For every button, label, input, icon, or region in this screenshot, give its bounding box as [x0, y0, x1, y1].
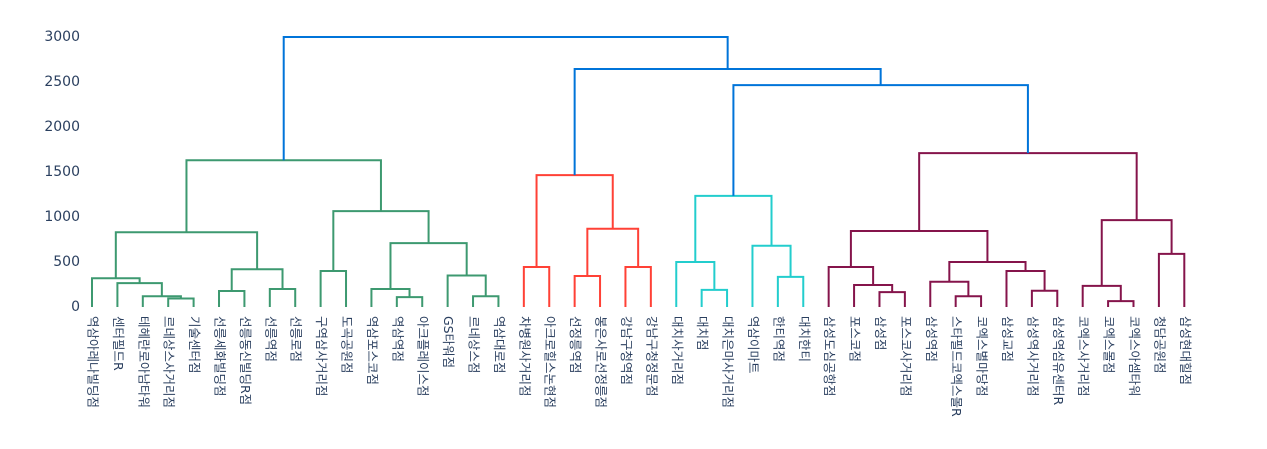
x-tick-label: 대치은마사거리점	[721, 316, 736, 408]
x-tick-label: 르네상스사거리점	[162, 316, 177, 408]
link	[827, 265, 875, 307]
x-tick-label: 테헤란로아남타워	[136, 316, 151, 408]
x-tick-label: 선정릉역점	[568, 316, 583, 374]
link	[319, 270, 348, 307]
x-tick-label: 삼성점	[873, 316, 888, 351]
link	[1030, 289, 1059, 307]
x-tick-label: 삼성역점	[924, 316, 939, 362]
link	[116, 282, 163, 307]
link	[694, 194, 773, 262]
x-tick-label: 강남구청정문점	[644, 316, 659, 397]
x-tick-label: 코엑스아셈타워	[1127, 316, 1142, 397]
x-tick-label: 강남구청역점	[619, 316, 634, 385]
x-tick-label: 포스코점	[848, 316, 863, 362]
x-tick-label: 대치점	[695, 316, 710, 351]
link	[446, 274, 487, 307]
link	[586, 227, 640, 276]
x-tick-label: 기술센터점	[187, 316, 202, 374]
link	[535, 174, 614, 267]
link	[929, 280, 970, 307]
link	[700, 288, 729, 307]
x-tick-label: 역삼아레나빌딩점	[86, 316, 101, 408]
x-tick-label: 삼성역사거리점	[1025, 316, 1040, 397]
x-tick-label: 아크로힐스논현점	[543, 316, 558, 408]
x-tick-label: GS타워점	[441, 316, 456, 368]
x-tick-label: 역삼역점	[390, 316, 405, 362]
x-tick-label: 역삼이마트	[746, 316, 761, 374]
link	[185, 159, 382, 233]
x-tick-label: 선릉동신빌딩R점	[238, 316, 253, 405]
link	[389, 242, 468, 289]
y-tick-label: 0	[71, 299, 80, 315]
link	[776, 275, 805, 307]
x-tick-label: 선릉역점	[263, 316, 278, 362]
x-tick-label: 삼성교점	[1000, 316, 1015, 362]
link	[268, 288, 297, 307]
x-tick-label: 봉은사로선정릉점	[594, 316, 609, 408]
x-tick-label: 르네상스점	[467, 316, 482, 374]
link	[675, 261, 716, 307]
link	[732, 84, 1029, 196]
link	[114, 231, 259, 279]
x-tick-label: 삼성도심공항점	[822, 316, 837, 397]
link	[395, 296, 424, 307]
x-tick-label: 한티역점	[771, 316, 786, 362]
x-tick-label: 대치사거리점	[670, 316, 685, 385]
link	[282, 36, 729, 161]
link	[1005, 270, 1046, 307]
y-tick-label: 2000	[44, 119, 80, 135]
link	[573, 274, 602, 307]
link	[218, 289, 246, 307]
x-tick-label: 구역삼사거리점	[314, 316, 329, 397]
link	[1107, 300, 1135, 307]
link	[522, 265, 551, 307]
x-tick-label: 센터필드R	[111, 316, 126, 371]
y-tick-label: 500	[53, 254, 80, 270]
x-tick-label: 삼성역섬유센터R	[1051, 316, 1066, 406]
x-tick-label: 아크플레이스점	[416, 316, 431, 397]
link	[1081, 284, 1122, 307]
x-tick-label: 도곡공원점	[340, 316, 355, 374]
x-tick-label: 스타필드코엑스몰R	[949, 316, 964, 417]
x-tick-label: 차병원사거리점	[517, 316, 532, 397]
x-tick-label: 선릉로점	[289, 316, 304, 362]
x-tick-label: 코엑스몰점	[1102, 316, 1117, 374]
link	[1157, 252, 1186, 307]
link	[878, 291, 906, 307]
x-tick-label: 코엑스사거리점	[1076, 316, 1091, 397]
link	[954, 295, 983, 307]
link	[624, 265, 652, 307]
x-tick-label: 선릉세화빌딩점	[213, 316, 228, 397]
x-tick-label: 청담공원점	[1152, 316, 1167, 374]
y-tick-label: 2500	[44, 74, 80, 90]
x-tick-label: 코엑스별마당점	[975, 316, 990, 397]
x-tick-label: 삼성현대힐점	[1178, 316, 1193, 385]
link	[230, 268, 284, 291]
y-tick-label: 1000	[44, 209, 80, 225]
x-tick-label: 역삼포스코점	[365, 316, 380, 385]
link	[853, 283, 894, 307]
link	[332, 210, 430, 271]
x-tick-label: 역삼대로점	[492, 316, 507, 374]
link	[472, 295, 500, 307]
y-tick-label: 1500	[44, 164, 80, 180]
y-tick-label: 3000	[44, 29, 80, 45]
link	[167, 297, 195, 307]
x-tick-label: 대치한티	[797, 316, 812, 362]
x-tick-label: 포스코사거리점	[898, 316, 913, 397]
